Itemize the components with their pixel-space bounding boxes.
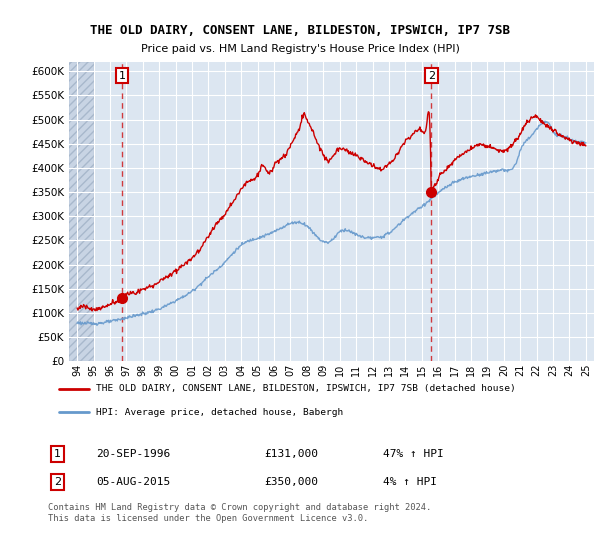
Text: 2: 2 bbox=[54, 477, 61, 487]
Text: HPI: Average price, detached house, Babergh: HPI: Average price, detached house, Babe… bbox=[95, 408, 343, 417]
Text: THE OLD DAIRY, CONSENT LANE, BILDESTON, IPSWICH, IP7 7SB: THE OLD DAIRY, CONSENT LANE, BILDESTON, … bbox=[90, 24, 510, 38]
Text: 4% ↑ HPI: 4% ↑ HPI bbox=[383, 477, 437, 487]
Bar bbox=[69, 62, 94, 361]
Text: THE OLD DAIRY, CONSENT LANE, BILDESTON, IPSWICH, IP7 7SB (detached house): THE OLD DAIRY, CONSENT LANE, BILDESTON, … bbox=[95, 384, 515, 393]
Text: 20-SEP-1996: 20-SEP-1996 bbox=[97, 449, 171, 459]
Text: Price paid vs. HM Land Registry's House Price Index (HPI): Price paid vs. HM Land Registry's House … bbox=[140, 44, 460, 54]
Bar bbox=[69, 62, 94, 361]
Text: £350,000: £350,000 bbox=[264, 477, 318, 487]
Text: 05-AUG-2015: 05-AUG-2015 bbox=[97, 477, 171, 487]
Text: 47% ↑ HPI: 47% ↑ HPI bbox=[383, 449, 443, 459]
Text: 1: 1 bbox=[118, 71, 125, 81]
Text: 1: 1 bbox=[54, 449, 61, 459]
Text: Contains HM Land Registry data © Crown copyright and database right 2024.
This d: Contains HM Land Registry data © Crown c… bbox=[48, 503, 431, 522]
Text: £131,000: £131,000 bbox=[264, 449, 318, 459]
Text: 2: 2 bbox=[428, 71, 435, 81]
